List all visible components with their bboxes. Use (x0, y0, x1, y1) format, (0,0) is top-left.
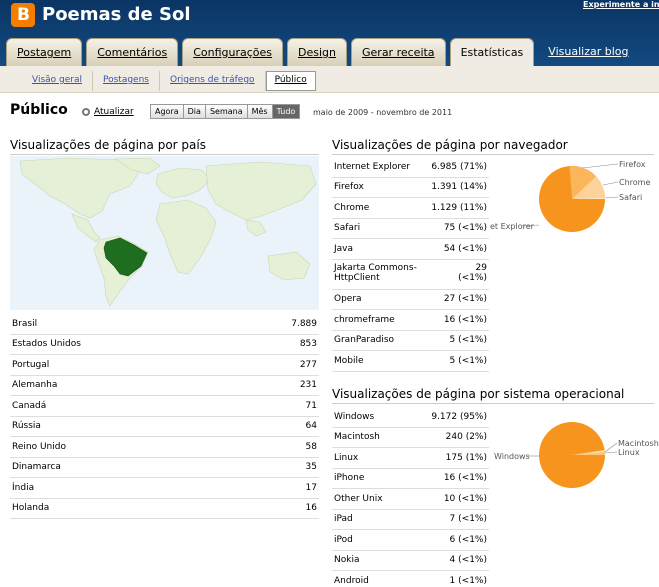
tab-design[interactable]: Design (287, 38, 347, 66)
page-title: Público (10, 102, 68, 118)
pie-label-firefox: Firefox (619, 160, 646, 169)
table-row: Reino Unido 58 (10, 437, 319, 458)
subnav-origens-trafego[interactable]: Origens de tráfego (160, 71, 266, 91)
subnav-visao-geral[interactable]: Visão geral (22, 71, 93, 91)
tab-comentarios[interactable]: Comentários (86, 38, 179, 66)
browsers-heading: Visualizações de página por navegador (332, 138, 654, 155)
table-row: Holanda 16 (10, 499, 319, 519)
table-row: Linux 175 (1%) (332, 448, 489, 469)
browsers-table: Internet Explorer 6.985 (71%) Firefox 1.39… (332, 157, 489, 372)
countries-table: Brasil 7.889 Estados Unidos 853 Portugal 27… (10, 314, 319, 519)
period-mes[interactable]: Mês (247, 105, 273, 118)
countries-heading: Visualizações de página por país (10, 138, 319, 155)
table-row: Dinamarca 35 (10, 458, 319, 478)
table-row: Canadá 71 (10, 396, 319, 417)
blogger-logo-icon[interactable]: B (11, 3, 35, 27)
table-row: iPhone 16 (<1%) (332, 469, 489, 489)
pie-label-windows: Windows (494, 452, 530, 461)
refresh-label: Atualizar (94, 107, 134, 117)
table-row: Alemanha 231 (10, 376, 319, 396)
pie-label-chrome: Chrome (619, 178, 650, 187)
table-row: Estados Unidos 853 (10, 335, 319, 355)
tab-configuracoes[interactable]: Configurações (182, 38, 284, 66)
table-row: Internet Explorer 6.985 (71%) (332, 157, 489, 178)
world-map[interactable] (10, 156, 319, 310)
table-row: Android 1 (<1%) (332, 571, 489, 587)
table-row: Java 54 (<1%) (332, 239, 489, 260)
main-tabs: Postagem Comentários Configurações Desig… (6, 38, 638, 66)
pie-label-safari: Safari (619, 193, 642, 202)
os-table: Windows 9.172 (95%) Macintosh 240 (2%) Lin… (332, 407, 489, 587)
pie-label-linux: Linux (618, 448, 640, 457)
table-row: GranParadiso 5 (<1%) (332, 331, 489, 351)
period-dia[interactable]: Dia (183, 105, 206, 118)
pie-slice-firefox (569, 166, 596, 199)
table-row: iPad 7 (<1%) (332, 510, 489, 530)
pie-label-internet-explorer: et Explorer (490, 222, 535, 231)
table-row: Brasil 7.889 (10, 314, 319, 335)
table-row: Índia 17 (10, 478, 319, 499)
refresh-link[interactable]: Atualizar (82, 107, 134, 117)
pie-label-macintosh: Macintosh (618, 439, 659, 448)
refresh-icon (82, 108, 90, 116)
table-row: Windows 9.172 (95%) (332, 407, 489, 428)
table-row: Firefox 1.391 (14%) (332, 178, 489, 198)
pie-slice-safari (572, 197, 605, 199)
view-blog-link[interactable]: Visualizar blog (548, 45, 629, 58)
blogger-header: B Poemas de Sol Experimente a interface … (0, 0, 659, 66)
period-semana[interactable]: Semana (205, 105, 248, 118)
stats-subnav: Visão geral Postagens Origens de tráfego… (0, 66, 659, 93)
table-row: Macintosh 240 (2%) (332, 428, 489, 448)
tab-gerar-receita[interactable]: Gerar receita (351, 38, 446, 66)
table-row: chromeframe 16 (<1%) (332, 310, 489, 331)
subnav-publico[interactable]: Público (265, 71, 316, 91)
table-row: Safari 75 (<1%) (332, 219, 489, 239)
browsers-pie-chart[interactable]: Firefox Chrome Safari et Explorer (490, 155, 659, 245)
table-row: Nokia 4 (<1%) (332, 551, 489, 571)
tab-postagem[interactable]: Postagem (6, 38, 83, 66)
pie-slice-linux (572, 450, 605, 455)
world-map-graphic (19, 157, 317, 307)
period-agora[interactable]: Agora (151, 105, 184, 118)
table-row: Jakarta Commons-HttpClient 29 (<1%) (332, 260, 489, 290)
period-selector: Agora Dia Semana Mês Tudo (150, 104, 301, 119)
blog-title[interactable]: Poemas de Sol (42, 4, 191, 25)
brazil-region (103, 237, 148, 277)
table-row: iPod 6 (<1%) (332, 530, 489, 551)
date-range: maio de 2009 - novembro de 2011 (313, 108, 453, 117)
table-row: Rússia 64 (10, 417, 319, 437)
os-heading: Visualizações de página por sistema oper… (332, 387, 654, 404)
os-pie-chart[interactable]: Macintosh Linux Windows (490, 410, 659, 500)
table-row: Other Unix 10 (<1%) (332, 489, 489, 510)
subnav-postagens[interactable]: Postagens (93, 71, 160, 91)
pie-slice-macintosh (572, 452, 605, 455)
table-row: Mobile 5 (<1%) (332, 351, 489, 372)
table-row: Opera 27 (<1%) (332, 290, 489, 310)
table-row: Chrome 1.129 (11%) (332, 198, 489, 219)
tab-estatisticas[interactable]: Estatísticas (449, 38, 535, 66)
pie-slice-chrome (572, 176, 605, 199)
try-interface-link[interactable]: Experimente a interface (583, 0, 659, 9)
period-tudo[interactable]: Tudo (272, 105, 300, 118)
table-row: Portugal 277 (10, 355, 319, 376)
